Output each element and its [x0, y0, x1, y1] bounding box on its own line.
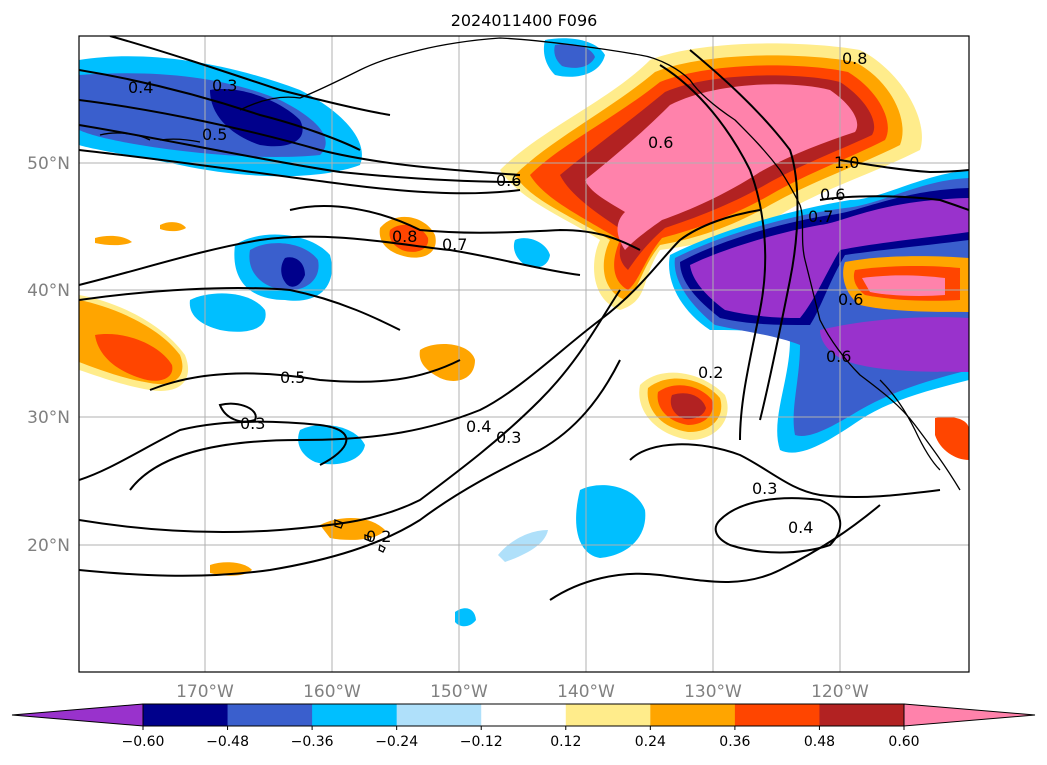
lat-label: 50°N [27, 154, 70, 174]
contour-label: 0.8 [392, 227, 417, 246]
contour-label: 0.4 [788, 518, 813, 537]
lon-label: 170°W [176, 682, 234, 702]
contour-label: 0.6 [648, 133, 673, 152]
contour-label: 0.6 [838, 290, 863, 309]
contour-label: 0.4 [466, 417, 491, 436]
colorbar-tick-label: −0.60 [122, 734, 165, 750]
colorbar-tick-label: 0.12 [550, 734, 581, 750]
contour-label: 0.6 [496, 171, 521, 190]
lat-label: 40°N [27, 281, 70, 301]
graticule [79, 36, 969, 672]
shaded-field [79, 38, 969, 627]
lon-label: 160°W [303, 682, 361, 702]
colorbar-tick-label: 0.60 [888, 734, 919, 750]
lon-axis-labels: 170°W 160°W 150°W 140°W 130°W 120°W [176, 682, 869, 702]
contour-label: 0.6 [820, 185, 845, 204]
colorbar-bin [312, 704, 398, 726]
colorbar-extend-high [903, 703, 1036, 727]
lon-label: 140°W [557, 682, 615, 702]
contour-label: 0.2 [698, 363, 723, 382]
contour-label: 0.7 [442, 235, 467, 254]
figure-title: 2024011400 F096 [451, 11, 598, 30]
lon-label: 150°W [430, 682, 488, 702]
contour-label: 1.0 [834, 153, 859, 172]
contour-label: 0.3 [752, 479, 777, 498]
contour-label: 0.6 [826, 347, 851, 366]
map-frame [78, 35, 970, 673]
colorbar-tick-label: −0.12 [460, 734, 503, 750]
colorbar-tick-label: 0.24 [635, 734, 666, 750]
contour-label: 0.3 [212, 76, 237, 95]
colorbar-bin [481, 704, 567, 726]
coastlines [99, 37, 961, 553]
contour-label: 0.4 [128, 78, 153, 97]
colorbar-bin [650, 704, 736, 726]
lon-label: 130°W [684, 682, 742, 702]
contour-label: 0.5 [280, 368, 305, 387]
map-panel: 0.4 0.3 0.5 0.6 0.6 0.8 1.0 0.8 0.7 0.7 … [78, 35, 970, 673]
colorbar: −0.60 −0.48 −0.36 −0.24 −0.12 0.12 0.24 0.36 0.4… [11, 703, 1036, 750]
colorbar-bin [227, 704, 313, 726]
lat-label: 20°N [27, 536, 70, 556]
contour-labels: 0.4 0.3 0.5 0.6 0.6 0.8 1.0 0.8 0.7 0.7 … [128, 49, 867, 546]
colorbar-bin [396, 704, 482, 726]
colorbar-tick-label: 0.48 [804, 734, 835, 750]
contour-label: 0.2 [366, 527, 391, 546]
lon-label: 120°W [811, 682, 869, 702]
colorbar-frame [142, 703, 905, 727]
contour-label: 0.3 [496, 428, 521, 447]
colorbar-bin [565, 704, 651, 726]
colorbar-tick-label: 0.36 [719, 734, 750, 750]
contours [79, 36, 969, 601]
lat-label: 30°N [27, 408, 70, 428]
colorbar-extend-low [11, 703, 144, 727]
contour-label: 0.5 [202, 125, 227, 144]
colorbar-tick-label: −0.36 [291, 734, 334, 750]
colorbar-bin [819, 704, 905, 726]
colorbar-bin [143, 704, 229, 726]
colorbar-tick-label: −0.24 [375, 734, 418, 750]
contour-label: 0.7 [808, 207, 833, 226]
west-coast [799, 204, 961, 491]
lat-axis-labels: 50°N 40°N 30°N 20°N [27, 154, 70, 556]
contour-label: 0.8 [842, 49, 867, 68]
contour-label: 0.3 [240, 414, 265, 433]
colorbar-bin [734, 704, 820, 726]
colorbar-tick-label: −0.48 [206, 734, 249, 750]
alaska-coast [239, 37, 801, 206]
